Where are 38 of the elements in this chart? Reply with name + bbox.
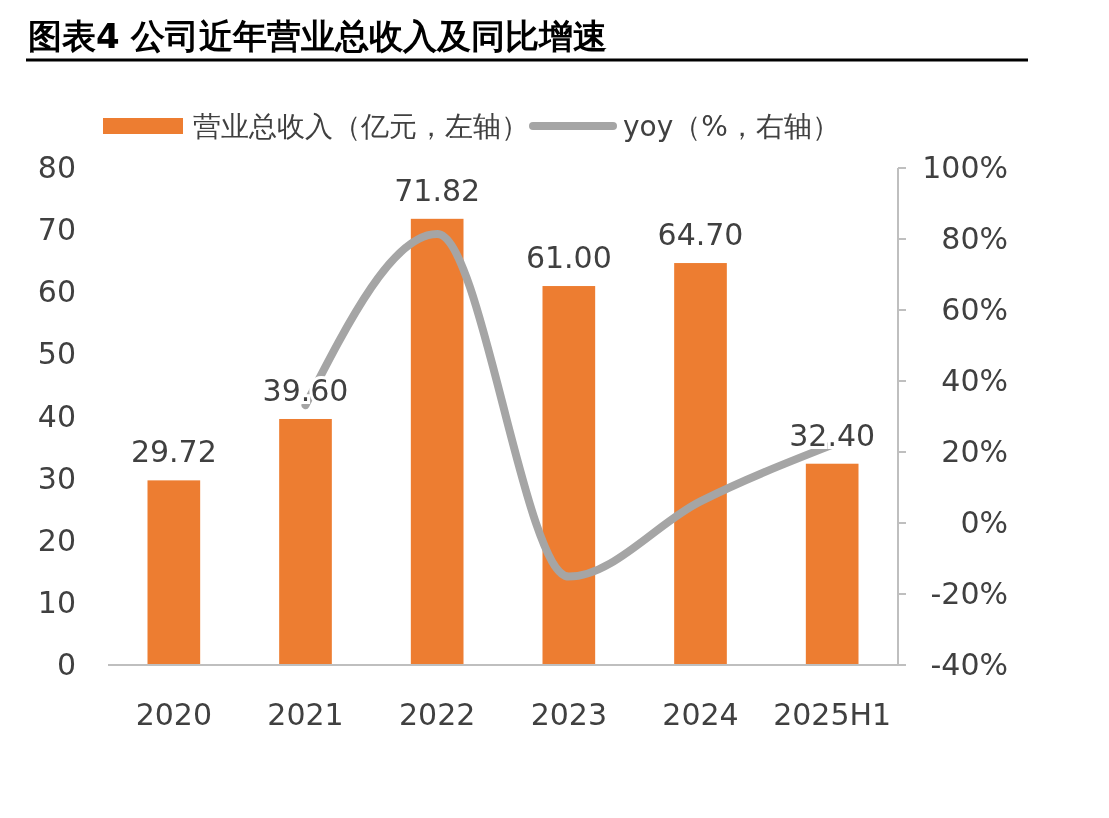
y2-tick-label: -20% xyxy=(930,576,1008,611)
y-tick-label: 10 xyxy=(37,584,76,620)
bar xyxy=(805,463,859,665)
data-label: 71.82 xyxy=(394,172,481,208)
bar xyxy=(279,418,332,665)
y2-tick-label: -40% xyxy=(930,647,1008,682)
y2-tick-label: 0% xyxy=(960,505,1008,540)
y-tick-label: 20 xyxy=(37,522,76,558)
data-label: 39.60 xyxy=(262,372,349,408)
y-tick-label: 0 xyxy=(56,647,76,682)
y2-tick-label: 20% xyxy=(941,434,1008,469)
y2-tick-label: 100% xyxy=(922,150,1008,185)
bar xyxy=(410,218,464,665)
y-tick-label: 40 xyxy=(37,398,76,434)
legend-label: 营业总收入（亿元，左轴） xyxy=(193,110,529,143)
chart-title: 图表4 公司近年营业总收入及同比增速 xyxy=(28,16,608,56)
y2-tick-label: 40% xyxy=(941,363,1008,398)
y2-tick-label: 60% xyxy=(941,292,1008,327)
x-tick-label: 2022 xyxy=(398,697,476,732)
x-tick-label: 2025H1 xyxy=(773,697,892,732)
y-tick-label: 60 xyxy=(37,274,76,310)
y-tick-label: 30 xyxy=(37,460,76,496)
x-tick-label: 2021 xyxy=(267,697,344,732)
y-tick-label: 70 xyxy=(37,212,76,248)
x-tick-label: 2024 xyxy=(662,697,739,732)
bar xyxy=(674,263,727,665)
y2-tick-label: 80% xyxy=(941,221,1008,256)
data-label: 29.72 xyxy=(130,434,217,470)
y-tick-label: 80 xyxy=(37,150,76,185)
y-tick-label: 50 xyxy=(37,336,76,372)
x-tick-label: 2023 xyxy=(530,697,608,732)
bar xyxy=(147,480,201,665)
bar xyxy=(542,286,596,665)
x-tick-label: 2020 xyxy=(135,697,213,732)
legend-label: yoy（%，右轴） xyxy=(623,110,840,143)
data-label: 32.40 xyxy=(789,417,876,453)
data-label: 61.00 xyxy=(525,240,612,276)
data-label: 64.70 xyxy=(657,217,744,253)
